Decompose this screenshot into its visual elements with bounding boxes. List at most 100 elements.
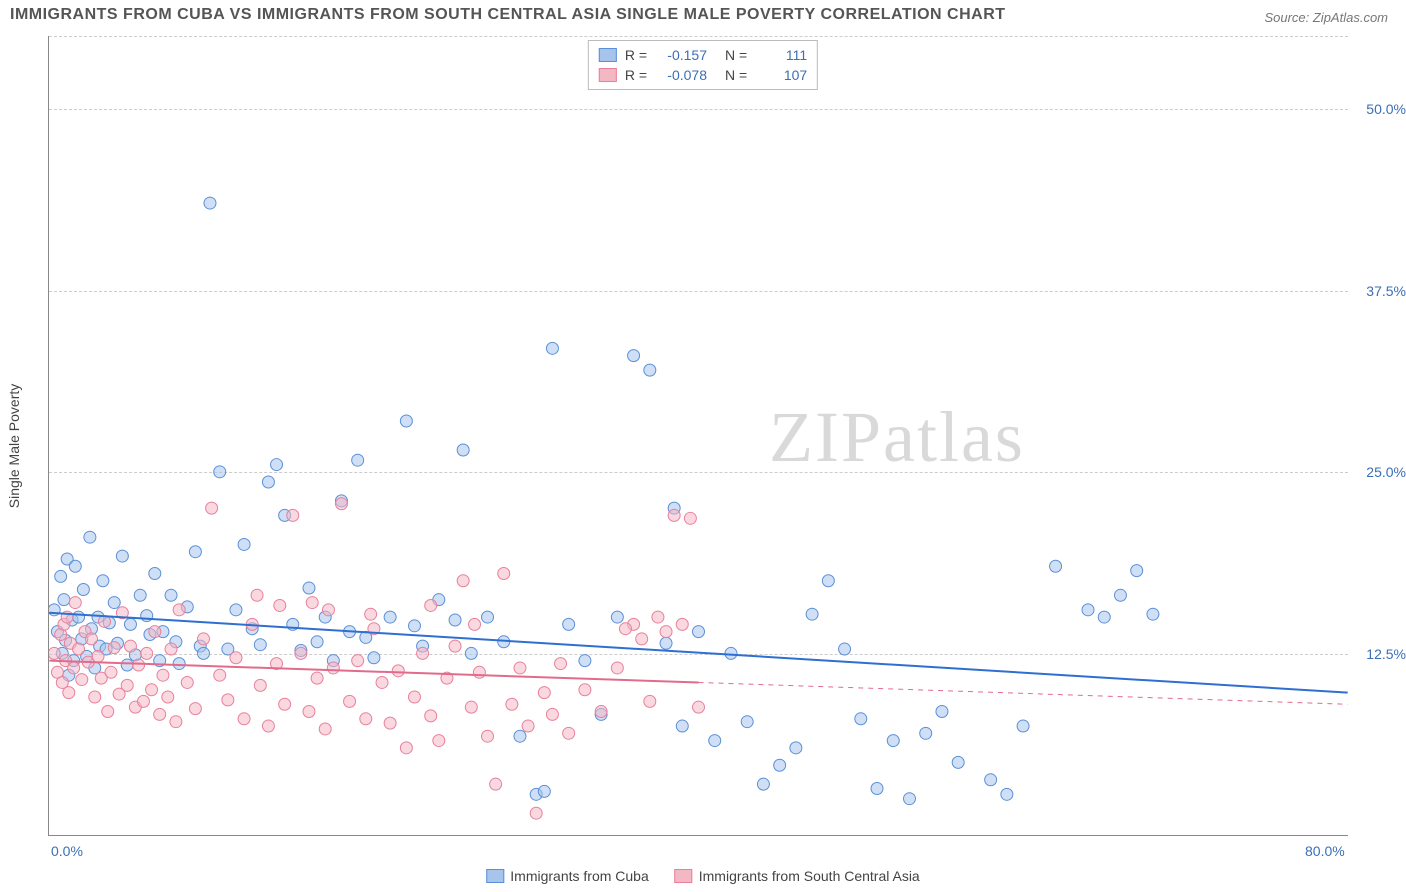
scatter-point [124,640,136,652]
scatter-point [97,575,109,587]
stat-n-label: N = [725,47,747,63]
scatter-point [546,708,558,720]
scatter-point [121,659,133,671]
scatter-point [741,716,753,728]
scatter-point [871,783,883,795]
scatter-point [482,730,494,742]
chart-title: IMMIGRANTS FROM CUBA VS IMMIGRANTS FROM … [10,6,1006,24]
scatter-point [644,364,656,376]
scatter-point [63,687,75,699]
scatter-point [619,623,631,635]
stat-n-value: 111 [755,47,807,63]
scatter-point [149,568,161,580]
scatter-point [449,640,461,652]
scatter-point [303,582,315,594]
scatter-point [206,502,218,514]
scatter-point [408,620,420,632]
stat-n-value: 107 [755,67,807,83]
legend-swatch [599,68,617,82]
scatter-point [392,665,404,677]
scatter-point [530,807,542,819]
scatter-point [76,674,88,686]
scatter-point [839,643,851,655]
x-tick-label: 80.0% [1305,843,1345,859]
scatter-point [920,727,932,739]
scatter-point [498,568,510,580]
scatter-point [84,531,96,543]
scatter-point [319,723,331,735]
scatter-point [165,589,177,601]
scatter-point [506,698,518,710]
stats-legend: R =-0.157 N =111R =-0.078 N =107 [588,40,818,90]
legend-item: Immigrants from Cuba [486,868,648,884]
scatter-point [676,720,688,732]
scatter-point [157,669,169,681]
stat-n-label: N = [725,67,747,83]
scatter-point [684,512,696,524]
scatter-point [327,662,339,674]
scatter-point [417,647,429,659]
stat-r-label: R = [625,47,647,63]
scatter-point [1017,720,1029,732]
scatter-point [198,647,210,659]
scatter-point [628,350,640,362]
scatter-point [595,706,607,718]
scatter-point [58,594,70,606]
scatter-point [952,756,964,768]
scatter-point [137,695,149,707]
scatter-point [1147,608,1159,620]
scatter-point [124,618,136,630]
scatter-point [306,597,318,609]
scatter-point [465,701,477,713]
scatter-point [154,708,166,720]
scatter-point [149,626,161,638]
scatter-point [352,454,364,466]
y-tick-label: 50.0% [1366,101,1406,117]
scatter-point [108,597,120,609]
y-tick-label: 25.0% [1366,464,1406,480]
scatter-point [89,691,101,703]
legend-item: Immigrants from South Central Asia [675,868,920,884]
scatter-point [251,589,263,601]
scatter-point [579,655,591,667]
scatter-point [693,626,705,638]
scatter-point [238,538,250,550]
scatter-point [384,611,396,623]
scatter-point [222,694,234,706]
scatter-point [311,672,323,684]
scatter-point [189,703,201,715]
scatter-point [774,759,786,771]
scatter-point [146,684,158,696]
scatter-point [425,599,437,611]
scatter-point [822,575,834,587]
scatter-point [141,647,153,659]
scatter-point [1050,560,1062,572]
legend-label: Immigrants from South Central Asia [699,868,920,884]
scatter-point [133,659,145,671]
scatter-point [287,509,299,521]
scatter-point [271,459,283,471]
scatter-point [376,676,388,688]
scatter-point [73,611,85,623]
scatter-point [725,647,737,659]
scatter-point [365,608,377,620]
scatter-point [49,647,60,659]
scatter-point [538,687,550,699]
scatter-point [344,695,356,707]
scatter-point [636,633,648,645]
scatter-point [903,793,915,805]
scatter-point [1098,611,1110,623]
scatter-point [55,570,67,582]
scatter-point [668,509,680,521]
scatter-point [86,633,98,645]
scatter-point [311,636,323,648]
scatter-point [204,197,216,209]
scatter-point [546,342,558,354]
scatter-point [198,633,210,645]
scatter-point [1082,604,1094,616]
scatter-point [449,614,461,626]
scatter-point [173,658,185,670]
scatter-point [482,611,494,623]
scatter-point [77,583,89,595]
scatter-point [322,604,334,616]
